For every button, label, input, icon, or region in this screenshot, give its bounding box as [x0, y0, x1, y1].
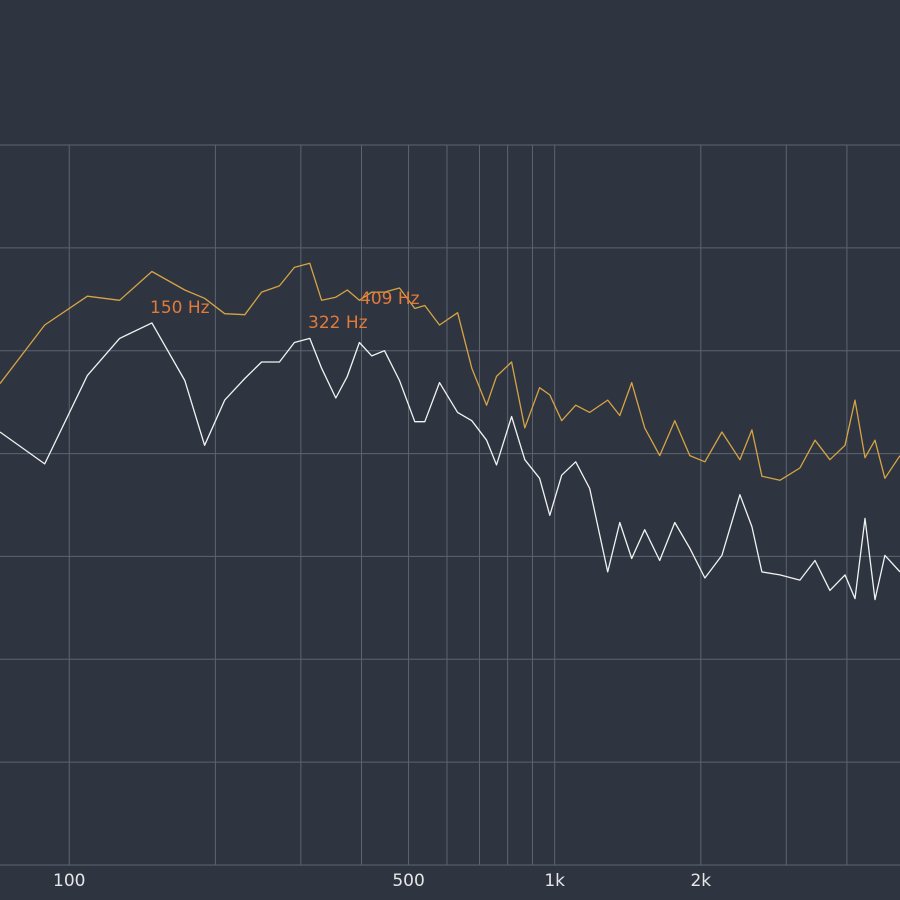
x-tick-label: 1k [544, 871, 565, 891]
x-tick-label: 2k [690, 871, 711, 891]
x-tick-label: 500 [392, 871, 424, 891]
x-tick-label: 100 [53, 871, 85, 891]
spectrum-line [0, 262, 900, 481]
spectrum-line [0, 322, 900, 601]
peak-label: 409 Hz [360, 289, 420, 309]
peak-label: 150 Hz [150, 298, 210, 318]
peak-label: 322 Hz [308, 313, 368, 333]
